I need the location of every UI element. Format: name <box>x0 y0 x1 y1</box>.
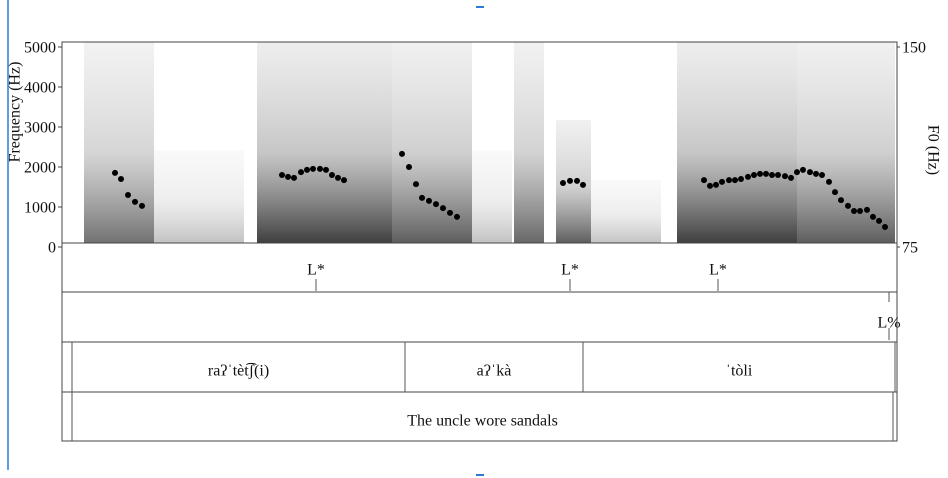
f0-point <box>454 213 460 220</box>
f0-point <box>763 170 769 177</box>
tier-box <box>61 391 898 442</box>
marker <box>476 6 484 8</box>
y2-axis-label: F0 (Hz) <box>924 125 941 175</box>
f0-point <box>832 189 838 196</box>
f0-point <box>298 169 304 176</box>
f0-point <box>279 172 285 178</box>
f0-point <box>882 224 888 230</box>
f0-point <box>329 172 335 178</box>
f0-point <box>707 182 713 189</box>
y-tick-label: 0 <box>48 240 56 257</box>
f0-point <box>719 178 725 185</box>
f0-point <box>751 172 757 178</box>
f0-point <box>738 176 744 182</box>
y-tick-label: 4000 <box>24 80 56 97</box>
tier-label: L* <box>561 262 579 279</box>
f0-point <box>406 164 412 170</box>
f0-point <box>826 178 832 185</box>
f0-point <box>845 202 851 209</box>
f0-point <box>567 177 573 184</box>
y2-tick-label: 150 <box>902 40 926 57</box>
f0-point <box>769 172 775 178</box>
f0-point <box>876 217 882 224</box>
tier-label: L* <box>709 262 727 279</box>
f0-point <box>864 206 870 213</box>
f0-point <box>291 174 297 181</box>
f0-point <box>132 198 138 205</box>
f0-point <box>745 173 751 180</box>
f0-point <box>112 169 118 176</box>
f0-point <box>560 180 566 186</box>
f0-point <box>574 177 580 184</box>
f0-point <box>851 208 857 214</box>
y-axis-label: Frequency (Hz) <box>7 62 24 163</box>
f0-point <box>341 177 347 184</box>
f0-point <box>726 177 732 184</box>
f0-point <box>323 166 329 173</box>
f0-point <box>813 170 819 177</box>
f0-point <box>782 173 788 180</box>
spectrogram <box>84 42 895 243</box>
tier-label: aʔˈkà <box>477 363 512 380</box>
f0-point <box>426 197 432 204</box>
f0-point <box>335 174 341 181</box>
f0-point <box>838 197 844 204</box>
tier-label: L% <box>877 315 900 332</box>
f0-point <box>870 213 876 220</box>
f0-point <box>447 209 453 216</box>
f0-point <box>118 176 124 182</box>
f0-point <box>419 194 425 201</box>
f0-point <box>857 208 863 214</box>
y-tick-label: 5000 <box>24 40 56 57</box>
f0-point <box>775 172 781 178</box>
f0-point <box>413 181 419 188</box>
f0-point <box>125 192 131 198</box>
y-tick-label: 1000 <box>24 200 56 217</box>
f0-point <box>139 202 145 209</box>
f0-point <box>757 170 763 177</box>
f0-point <box>788 174 794 181</box>
tier-box <box>61 291 898 343</box>
f0-point <box>310 165 316 172</box>
tier-label: The uncle wore sandals <box>407 413 558 430</box>
f0-point <box>732 177 738 184</box>
f0-point <box>399 150 405 157</box>
tier-label: L* <box>307 262 325 279</box>
f0-point <box>819 172 825 178</box>
y-tick-label: 2000 <box>24 160 56 177</box>
f0-point <box>304 166 310 173</box>
tier-label: ˈtòli <box>726 363 753 380</box>
f0-point <box>285 173 291 180</box>
f0-point <box>794 169 800 176</box>
f0-point <box>580 181 586 188</box>
y-tick-label: 3000 <box>24 120 56 137</box>
f0-point <box>317 165 323 172</box>
f0-point <box>800 166 806 173</box>
tier-box <box>61 242 898 293</box>
f0-point <box>433 201 439 208</box>
f0-point <box>701 177 707 184</box>
marker <box>476 474 484 476</box>
f0-point <box>713 181 719 188</box>
tier-label: raʔˈtèt͡ʃ(i) <box>208 362 269 380</box>
y2-tick-label: 75 <box>902 240 918 257</box>
f0-point <box>440 205 446 212</box>
f0-point <box>807 169 813 176</box>
